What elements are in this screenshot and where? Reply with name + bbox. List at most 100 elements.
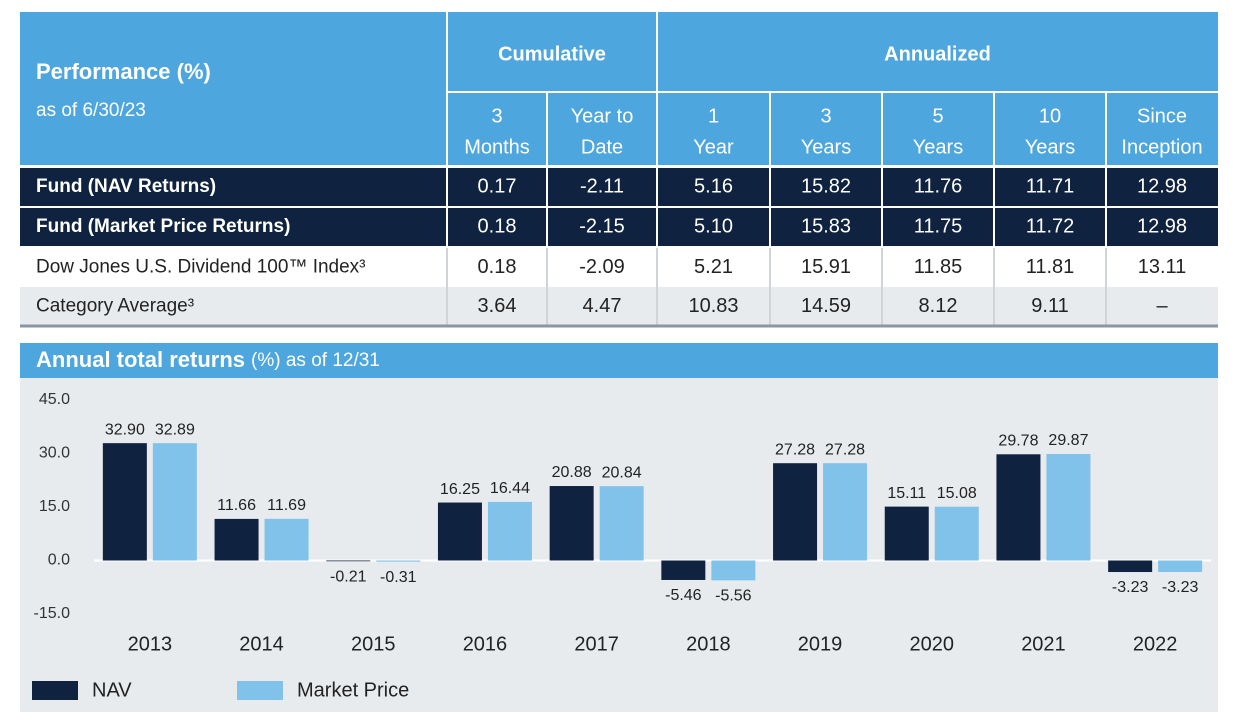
bar [773,463,818,561]
y-tick-label: 0.0 [48,552,70,569]
cell: 11.72 [1026,215,1075,237]
cell: -2.11 [580,175,624,197]
table-header-bg [20,12,1218,165]
row-label: Fund (Market Price Returns) [36,216,290,237]
legend-label: Market Price [297,679,409,701]
cell: 15.91 [801,256,851,278]
cell: 11.71 [1026,175,1075,197]
cell: 5.16 [694,175,733,197]
y-tick-label: 45.0 [39,391,70,408]
value-label: 32.89 [155,421,195,438]
bar [264,518,309,561]
cell: 11.81 [1026,256,1075,278]
x-tick-label: 2022 [1133,633,1178,655]
cell: 0.18 [478,256,517,278]
column-header: Inception [1121,136,1202,158]
cell: 11.75 [914,215,963,237]
x-tick-label: 2014 [239,633,284,655]
cell: 0.18 [478,215,517,237]
column-header: Year to [571,105,634,127]
row-label: Category Average³ [36,296,194,317]
x-tick-label: 2021 [1021,633,1066,655]
column-header: Years [801,136,851,158]
value-label: -3.23 [1162,579,1199,596]
group-header: Cumulative [498,43,606,65]
value-label: 16.25 [440,481,480,498]
bar [326,560,371,562]
column-header: 5 [932,105,943,127]
bar [996,454,1041,561]
value-label: 20.84 [602,464,642,481]
value-label: 15.08 [937,485,977,502]
cell: 4.47 [583,295,622,317]
row-label: Dow Jones U.S. Dividend 100™ Index³ [36,257,366,278]
value-label: -5.56 [715,588,752,605]
y-tick-label: 15.0 [39,498,70,515]
cell: 12.98 [1137,215,1187,237]
x-tick-label: 2020 [910,633,955,655]
cell: -2.15 [579,215,625,237]
bar [1108,560,1153,573]
value-label: 16.44 [490,480,530,497]
cell: 15.83 [801,215,851,237]
bar [823,463,868,561]
group-header: Annualized [884,43,991,65]
y-tick-label: 30.0 [39,445,70,462]
table-row [20,248,1218,287]
value-label: 29.78 [998,433,1038,450]
chart-header-bg [20,343,1218,378]
cell: 3.64 [478,295,517,317]
column-header: 3 [491,105,502,127]
cell: 5.21 [694,256,733,278]
x-tick-label: 2013 [128,633,173,655]
value-label: 11.66 [217,497,256,514]
value-label: 20.88 [552,464,592,481]
bar [884,506,929,561]
column-header: 1 [708,105,719,127]
value-label: -3.23 [1112,579,1149,596]
cell: 9.11 [1031,295,1068,317]
table-row [20,168,1218,206]
value-label: 29.87 [1048,432,1088,449]
column-header: Years [913,136,963,158]
row-label: Fund (NAV Returns) [36,176,216,197]
y-tick-label: -15.0 [34,605,71,622]
cell: -2.09 [579,256,625,278]
x-tick-label: 2015 [351,633,396,655]
value-label: 27.28 [775,441,815,458]
legend-label: NAV [92,679,132,701]
table-title: Performance (%) [36,59,211,84]
chart-subtitle: (%) as of 12/31 [251,350,380,371]
cell: 13.11 [1138,256,1187,278]
bar [549,486,594,561]
bar [376,560,421,562]
x-tick-label: 2018 [686,633,731,655]
value-label: 11.69 [267,497,306,514]
chart-title-bold: Annual total returns [36,347,245,372]
table-row [20,208,1218,246]
table-row [20,287,1218,326]
bar [1046,453,1091,561]
cell: 8.12 [919,295,958,317]
column-header: Months [464,136,530,158]
column-header: 10 [1039,105,1061,127]
bar [1158,560,1203,573]
value-label: -0.21 [330,568,367,585]
bar [934,506,979,561]
bar [152,443,197,561]
bar [599,486,644,561]
value-label: 15.11 [887,485,926,502]
column-header: Since [1137,105,1187,127]
chart-title: Annual total returns (%) as of 12/31 [36,347,380,372]
cell: 0.17 [478,175,517,197]
value-label: 27.28 [825,441,865,458]
cell: – [1156,295,1168,317]
legend-swatch [32,681,78,700]
column-header: 3 [820,105,831,127]
bar [487,501,532,561]
value-label: 32.90 [105,421,145,438]
cell: 14.59 [801,295,851,317]
cell: 5.10 [694,215,733,237]
legend-swatch [237,681,283,700]
